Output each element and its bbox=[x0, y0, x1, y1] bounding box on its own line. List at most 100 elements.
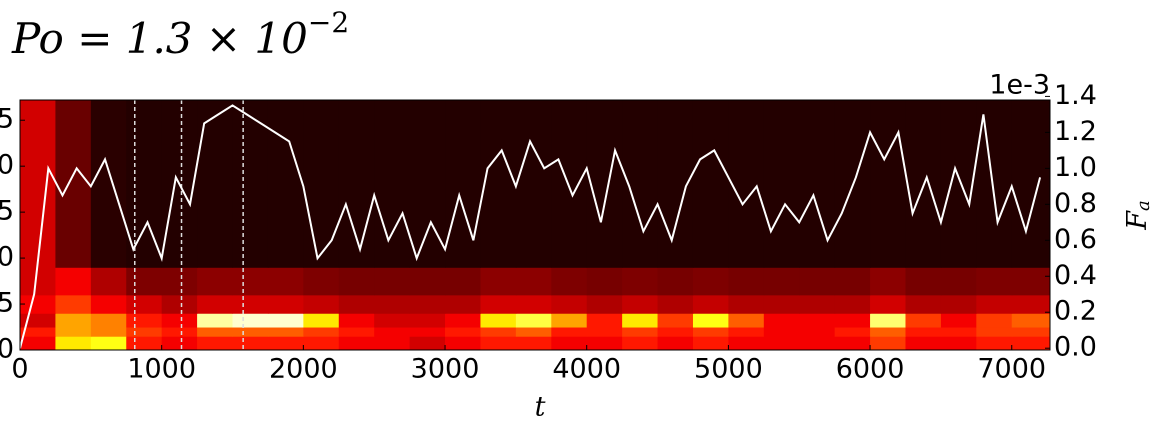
heatmap-cell bbox=[232, 100, 269, 268]
y-tick-label: 0 bbox=[0, 242, 14, 273]
heatmap-cell bbox=[197, 327, 234, 337]
heatmap-cell bbox=[197, 267, 234, 296]
heatmap-cell bbox=[90, 313, 127, 328]
heatmap-cell bbox=[870, 294, 906, 314]
y2-label-base: F bbox=[1122, 210, 1153, 231]
heatmap-cell bbox=[161, 294, 198, 314]
heatmap-cell bbox=[799, 100, 836, 268]
y2-tick-label: 0.0 bbox=[1054, 332, 1097, 363]
heatmap-cell bbox=[515, 327, 552, 337]
heatmap-cell bbox=[303, 336, 340, 351]
heatmap-cell bbox=[161, 336, 198, 351]
heatmap-cell bbox=[551, 327, 588, 337]
heatmap-cell bbox=[445, 313, 481, 328]
heatmap-cell bbox=[338, 267, 375, 296]
heatmap-cell bbox=[657, 327, 694, 337]
heatmap-cell bbox=[161, 327, 198, 337]
heatmap-cell bbox=[551, 100, 588, 268]
heatmap-cell bbox=[267, 294, 304, 314]
heatmap-cell bbox=[303, 100, 340, 268]
heatmap-cell bbox=[976, 313, 1013, 328]
heatmap-cell bbox=[20, 267, 56, 296]
y2-tick-label: 1.4 bbox=[1054, 80, 1097, 111]
heatmap-cell bbox=[834, 336, 871, 351]
heatmap-cell bbox=[126, 313, 163, 328]
heatmap-cell bbox=[267, 100, 304, 268]
heatmap-cell bbox=[515, 267, 552, 296]
heatmap-cell bbox=[1011, 267, 1051, 296]
heatmap-cell bbox=[799, 294, 836, 314]
heatmap-cell bbox=[622, 313, 659, 328]
heatmap-cell bbox=[480, 267, 517, 296]
x-tick-label: 2000 bbox=[269, 354, 338, 385]
heatmap-cell bbox=[870, 327, 906, 337]
heatmap-cell bbox=[657, 294, 694, 314]
heatmap-cell bbox=[692, 267, 729, 296]
y-tick-label: 5 bbox=[0, 288, 14, 319]
y-tick-label: 0 bbox=[0, 150, 14, 181]
heatmap-cell bbox=[905, 267, 942, 296]
heatmap-cell bbox=[870, 336, 906, 351]
heatmap-cell bbox=[55, 336, 92, 351]
heatmap-cell bbox=[905, 327, 942, 337]
heatmap-cell bbox=[338, 313, 375, 328]
heatmap-cell bbox=[232, 294, 269, 314]
heatmap-cell bbox=[374, 336, 411, 351]
heatmap-cell bbox=[374, 294, 411, 314]
heatmap-cell bbox=[445, 100, 481, 268]
heatmap-cell bbox=[1011, 100, 1051, 268]
heatmap-cell bbox=[799, 336, 836, 351]
heatmap-cell bbox=[799, 267, 836, 296]
heatmap-cell bbox=[692, 327, 729, 337]
y2-axis-label: Fa bbox=[1122, 200, 1155, 230]
heatmap-cell bbox=[303, 327, 340, 337]
heatmap-cell bbox=[657, 267, 694, 296]
heatmap-cell bbox=[303, 294, 340, 314]
heatmap-cell bbox=[763, 313, 800, 328]
heatmap-cell bbox=[834, 267, 871, 296]
heatmap-cell bbox=[338, 294, 375, 314]
heatmap-cell bbox=[445, 336, 481, 351]
y-tick-label: 5 bbox=[0, 104, 14, 135]
offset-label: 1e-3 bbox=[989, 70, 1050, 101]
heatmap-cell bbox=[515, 294, 552, 314]
heatmap-cell bbox=[55, 100, 92, 268]
heatmap-cell bbox=[976, 327, 1013, 337]
heatmap-cell bbox=[480, 313, 517, 328]
heatmap-cell bbox=[940, 267, 977, 296]
heatmap-cell bbox=[763, 267, 800, 296]
heatmap-cell bbox=[551, 313, 588, 328]
heatmap-cell bbox=[976, 267, 1013, 296]
heatmap-cell bbox=[834, 294, 871, 314]
heatmap-cell bbox=[905, 313, 942, 328]
heatmap-cell bbox=[1011, 336, 1051, 351]
heatmap-cell bbox=[515, 336, 552, 351]
heatmap-cell bbox=[90, 327, 127, 337]
heatmap-cell bbox=[976, 336, 1013, 351]
heatmap-cell bbox=[763, 327, 800, 337]
heatmap-cell bbox=[515, 100, 552, 268]
heatmap-cell bbox=[515, 313, 552, 328]
heatmap-cell bbox=[763, 336, 800, 351]
heatmap-cell bbox=[622, 336, 659, 351]
heatmap-cell bbox=[90, 294, 127, 314]
heatmap-cell bbox=[409, 294, 446, 314]
heatmap-cell bbox=[409, 267, 446, 296]
heatmap-cell bbox=[197, 313, 234, 328]
y-tick-label: 0 bbox=[0, 334, 14, 365]
heatmap-cell bbox=[728, 267, 765, 296]
heatmap-cell bbox=[409, 313, 446, 328]
heatmap-cell bbox=[551, 294, 588, 314]
heatmap-cell bbox=[20, 336, 56, 351]
heatmap-cell bbox=[551, 267, 588, 296]
y2-tick-label: 0.8 bbox=[1054, 188, 1097, 219]
heatmap-cell bbox=[480, 294, 517, 314]
x-tick-label: 1000 bbox=[127, 354, 196, 385]
heatmap-cell bbox=[586, 313, 623, 328]
heatmap-cell bbox=[232, 313, 269, 328]
heatmap-cell bbox=[232, 336, 269, 351]
y2-tick-label: 0.4 bbox=[1054, 260, 1097, 291]
heatmap-cell bbox=[622, 327, 659, 337]
heatmap-cell bbox=[267, 267, 304, 296]
heatmap-cell bbox=[303, 313, 340, 328]
